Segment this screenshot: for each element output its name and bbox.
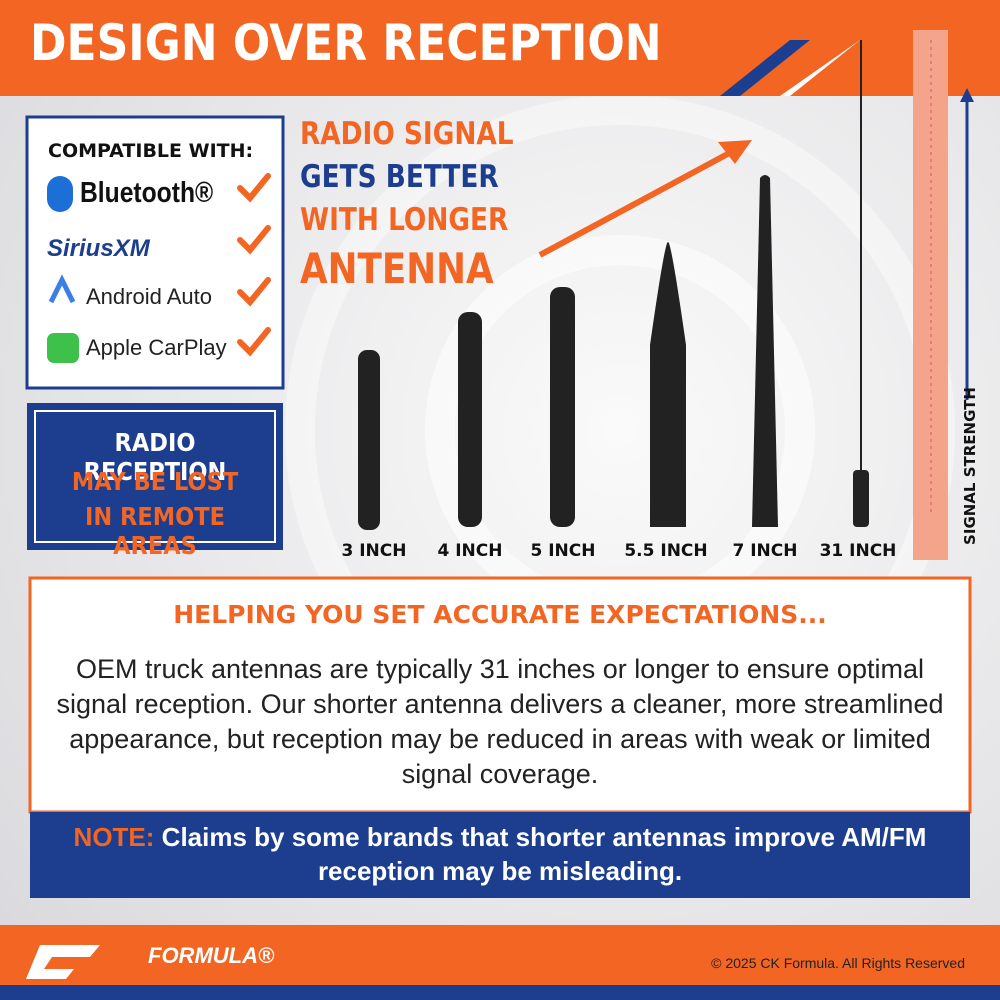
antenna-label: 7 INCH [732,541,798,561]
note-text: Claims by some brands that shorter anten… [161,822,927,886]
compatible-item: Bluetooth® [80,177,214,209]
headline-line: WITH LONGER [300,202,509,238]
compatible-item: SiriusXM [47,235,150,262]
logo: FORMULA® [148,943,275,968]
warning-line: RADIO RECEPTION [83,428,227,486]
compatible-heading: COMPATIBLE WITH: [48,140,254,162]
signal-axis-label: SIGNAL STRENGTH [961,387,979,545]
antenna-label: 31 INCH [819,541,897,561]
warning-line: MAY BE LOST [71,467,239,496]
title: DESIGN OVER RECEPTION [30,14,662,72]
headline-line: ANTENNA [300,244,494,293]
compatible-item: Apple CarPlay [86,335,227,360]
note-label: NOTE: [73,822,155,852]
headline-line: RADIO SIGNAL [300,116,514,152]
warning-line: IN REMOTE AREAS [85,502,225,560]
headline-line: GETS BETTER [300,159,499,195]
antenna-label: 5.5 INCH [624,541,708,561]
antenna-label: 4 INCH [437,541,503,561]
compatible-item: Android Auto [86,284,212,309]
antenna-label: 5 INCH [530,541,596,561]
info-heading: HELPING YOU SET ACCURATE EXPECTATIONS... [173,600,827,629]
info-body: OEM truck antennas are typically 31 inch… [56,654,944,789]
copyright: © 2025 CK Formula. All Rights Reserved [711,955,965,971]
note: NOTE: Claims by some brands that shorter… [60,820,940,888]
antenna-label: 3 INCH [341,541,407,561]
